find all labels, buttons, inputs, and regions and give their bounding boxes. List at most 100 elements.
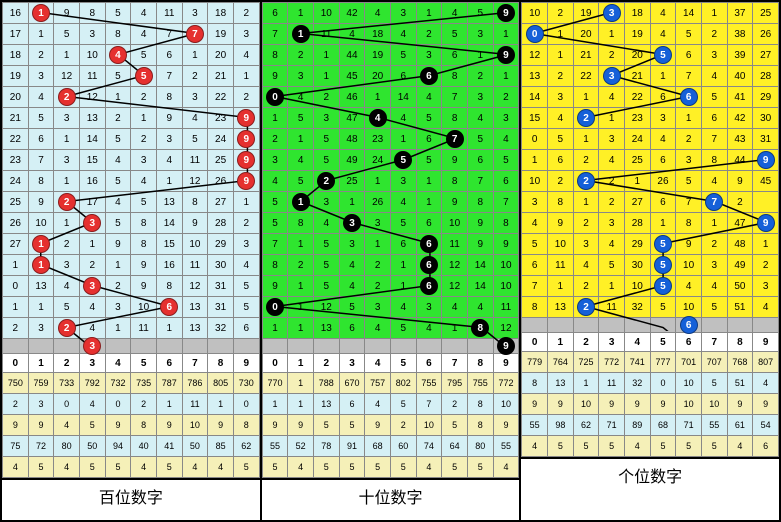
stat-cell: 80: [54, 436, 80, 457]
stat-cell: 5: [467, 457, 493, 478]
grid-cell: 26: [372, 197, 383, 208]
grid-cell: 2: [477, 71, 483, 82]
ball: 5: [394, 151, 412, 169]
grid-cell: 4: [583, 260, 589, 271]
grid-cell: 25: [346, 176, 357, 187]
ball: 3: [343, 214, 361, 232]
grid-cell: 29: [632, 239, 643, 250]
panel-label-tens: 十位数字: [262, 478, 520, 512]
grid-cell: 11: [449, 239, 459, 250]
grid-cell: 3: [38, 71, 44, 82]
grid-cell: 1: [401, 281, 407, 292]
grid-cell: 5: [38, 113, 44, 124]
grid-cell: 2: [503, 92, 509, 103]
grid-cell: 18: [632, 8, 643, 19]
grid-cell: 3: [558, 92, 564, 103]
stat-cell: 10: [182, 415, 208, 436]
grid-cell: 1: [13, 260, 19, 271]
stat-cell: 4: [288, 457, 314, 478]
grid-cell: 10: [87, 50, 98, 61]
grid-cell: 2: [272, 134, 278, 145]
grid-cell: 22: [580, 71, 591, 82]
ball-extra: 9: [497, 337, 515, 355]
stat-cell: 13: [548, 373, 574, 394]
stat-cell: 10: [493, 394, 519, 415]
stat-cell: 5: [599, 436, 625, 457]
grid-cell: 5: [324, 260, 330, 271]
grid-cell: 2: [583, 155, 589, 166]
grid-cell: 6: [244, 323, 250, 334]
grid-cell: 2: [375, 260, 381, 271]
stat-cell: 1: [288, 394, 314, 415]
grid-cell: 16: [164, 260, 175, 271]
col-header: 8: [467, 354, 493, 373]
grid-tens: 6110424314597111418425318214419536199314…: [262, 2, 520, 478]
grid-cell: 1: [298, 281, 304, 292]
grid-cell: 1: [711, 218, 717, 229]
grid-cell: 0: [532, 134, 538, 145]
grid-cell: 4: [375, 323, 381, 334]
grid-cell: 4: [90, 323, 96, 334]
grid-cell: 1: [349, 197, 355, 208]
grid-cell: 5: [660, 302, 666, 313]
grid-cell: 5: [711, 92, 717, 103]
stat-cell: 4: [416, 457, 442, 478]
stat-cell: 10: [701, 394, 727, 415]
stat-cell: 733: [54, 373, 80, 394]
grid-cell: 9: [686, 239, 692, 250]
stat-cell: 792: [79, 373, 105, 394]
stat-cell: 777: [650, 352, 676, 373]
grid-cell: 2: [558, 176, 564, 187]
stat-cell: 730: [233, 373, 259, 394]
grid-cell: 49: [734, 260, 745, 271]
grid-cell: 4: [90, 302, 96, 313]
stat-cell: 4: [624, 436, 650, 457]
grid-cell: 14: [398, 92, 409, 103]
grid-cell: 5: [503, 155, 509, 166]
grid-cell: 16: [10, 8, 21, 19]
grid-cell: 24: [372, 155, 383, 166]
stat-cell: 5: [442, 415, 468, 436]
stat-cell: 50: [79, 436, 105, 457]
grid-cell: 7: [711, 134, 717, 145]
grid-cell: 3: [426, 50, 432, 61]
ball: 1: [292, 193, 310, 211]
grid-cell: 18: [10, 50, 21, 61]
stat-cell: 2: [131, 394, 157, 415]
grid-cell: 2: [609, 197, 615, 208]
grid-cell: 3: [141, 155, 147, 166]
grid-cell: 12: [61, 71, 72, 82]
grid-cell: 7: [166, 71, 172, 82]
stat-cell: 802: [390, 373, 416, 394]
grid-cell: 3: [244, 239, 250, 250]
stat-cell: 770: [262, 373, 288, 394]
grid-cell: 2: [244, 92, 250, 103]
grid-cell: 1: [244, 71, 250, 82]
grid-cell: 22: [632, 92, 643, 103]
grid-cell: 27: [10, 239, 21, 250]
grid-cell: 7: [38, 155, 44, 166]
grid-cell: 12: [449, 281, 460, 292]
grid-cell: 3: [244, 29, 250, 40]
ball: 4: [369, 109, 387, 127]
grid-cell: 5: [64, 29, 70, 40]
grid-cell: 1: [298, 302, 304, 313]
grid-cell: 5: [426, 113, 432, 124]
grid-cell: 8: [141, 239, 147, 250]
grid-cell: 2: [244, 8, 250, 19]
grid-cell: 1: [244, 197, 250, 208]
grid-cell: 8: [711, 155, 717, 166]
ball: 2: [577, 109, 595, 127]
grid-cell: 6: [349, 323, 355, 334]
grid-cell: 1: [583, 134, 589, 145]
ball: 3: [603, 4, 621, 22]
grid-cell: 4: [38, 92, 44, 103]
grid-cell: 2: [686, 134, 692, 145]
grid-cell: 15: [164, 239, 175, 250]
grid-cell: 9: [166, 113, 172, 124]
grid-cell: 2: [115, 113, 121, 124]
grid-cell: 5: [244, 302, 250, 313]
grid-cell: 9: [141, 281, 147, 292]
grid-cell: 3: [609, 134, 615, 145]
grid-cell: 10: [138, 302, 149, 313]
